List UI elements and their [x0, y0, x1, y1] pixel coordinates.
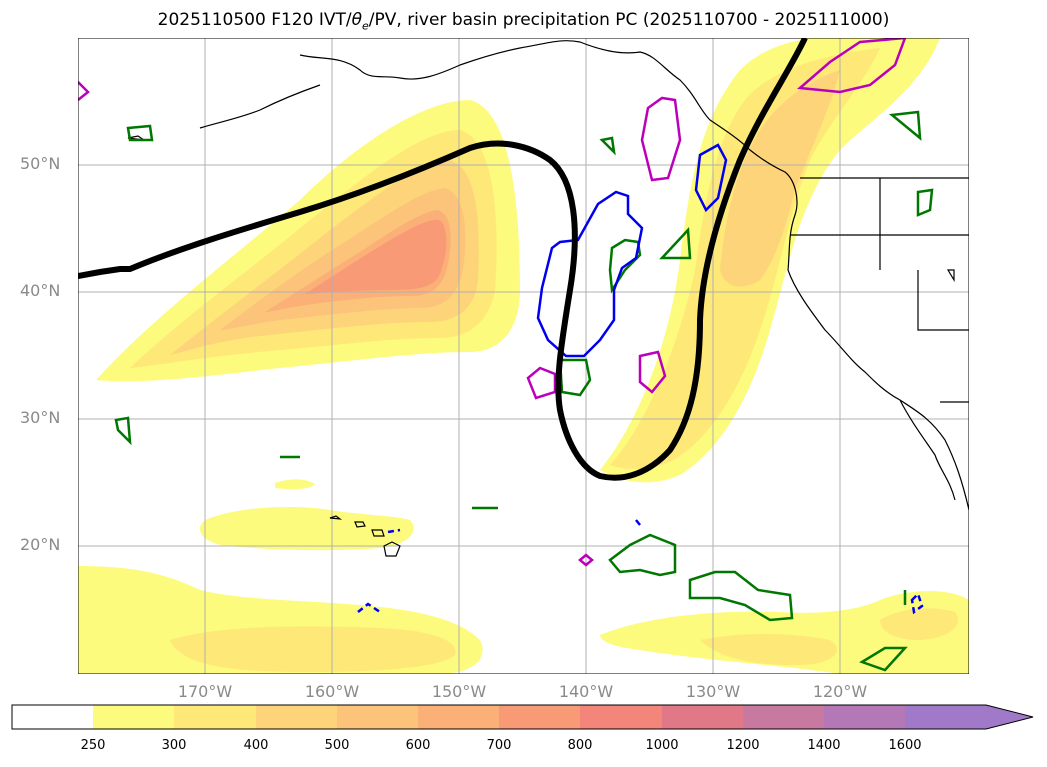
colorbar-tick-label: 600: [405, 738, 431, 753]
colorbar-segment: [662, 705, 743, 729]
lat-label-20n: 20°N: [20, 535, 61, 554]
theta-e-contour: [910, 591, 924, 615]
green-contour: [558, 358, 592, 397]
colorbar: [11, 704, 1034, 730]
map-area: [78, 38, 969, 674]
colorbar-tick-label: 1400: [807, 738, 841, 753]
colorbar-segment: [418, 705, 499, 729]
theta-e-contour: [536, 190, 644, 358]
colorbar-segment: [824, 705, 905, 729]
ivt-east-300b: [880, 608, 959, 640]
lon-label-160w: 160°W: [304, 682, 360, 701]
magenta-contour: [640, 96, 682, 182]
theta-e-contour: [635, 519, 641, 526]
ivt-coastal-400: [720, 70, 840, 287]
green-contour: [599, 136, 616, 156]
green-contour: [916, 188, 934, 217]
green-contour: [608, 533, 677, 577]
pv-contour: [78, 38, 808, 481]
us-state-3: [917, 270, 969, 331]
blue-contours: [357, 143, 924, 615]
green-contour: [126, 124, 154, 142]
magenta-contour: [578, 553, 594, 567]
theta-e-contour: [357, 602, 381, 614]
colorbar-tick-label: 800: [567, 738, 593, 753]
alaska-coast: [299, 40, 969, 511]
colorbar-segment: [256, 705, 337, 729]
colorbar-segment: [499, 705, 580, 729]
map-title: 2025110500 F120 IVT/θe/PV, river basin p…: [157, 10, 890, 33]
lon-label-150w: 150°W: [431, 682, 487, 701]
colorbar-segment: [174, 705, 256, 729]
ivt-band-b: [275, 479, 315, 490]
baja: [899, 399, 956, 501]
theta-e-contour: [694, 143, 728, 213]
colorbar-tick-label: 400: [243, 738, 269, 753]
ivt-shade-700: [305, 219, 447, 294]
colorbar-segment: [337, 705, 418, 729]
green-contour: [608, 238, 642, 294]
colorbar-tick-label: 300: [161, 738, 187, 753]
magenta-contour: [796, 38, 907, 94]
lat-label-50n: 50°N: [20, 154, 61, 173]
lat-label-30n: 30°N: [20, 408, 61, 427]
colorbar-tick-label: 700: [486, 738, 512, 753]
lon-label-120w: 120°W: [812, 682, 868, 701]
colorbar-tick-label: 1000: [645, 738, 679, 753]
lon-label-140w: 140°W: [558, 682, 614, 701]
ivt-band-a: [200, 507, 414, 551]
lon-label-130w: 130°W: [685, 682, 741, 701]
colorbar-segment: [93, 705, 174, 729]
green-contour: [114, 416, 132, 446]
lat-label-40n: 40°N: [20, 281, 61, 300]
green-contour: [888, 110, 922, 141]
gridlines: [78, 38, 969, 674]
magenta-contour: [638, 350, 667, 394]
green-contour: [859, 646, 908, 672]
magenta-contour: [78, 81, 90, 101]
green-contour: [688, 570, 794, 622]
colorbar-segment: [580, 705, 662, 729]
green-contour: [659, 227, 692, 260]
colorbar-tick-label: 250: [80, 738, 106, 753]
hawaii-islands: [127, 135, 955, 557]
colorbar-segment: [743, 705, 824, 729]
colorbar-extend-arrow: [905, 705, 1033, 729]
ivt-east-300: [700, 634, 837, 666]
magenta-contours: [78, 38, 907, 567]
colorbar-tick-label: 1200: [726, 738, 760, 753]
colorbar-segment: [12, 705, 93, 729]
alaska-coast-2: [199, 84, 321, 129]
green-contours: [114, 110, 934, 672]
coastlines: [199, 40, 969, 511]
ivt-shading: [78, 38, 969, 674]
lon-label-170w: 170°W: [177, 682, 233, 701]
magenta-contour: [526, 366, 557, 400]
ivt-south-300: [170, 626, 456, 672]
colorbar-tick-label: 1600: [888, 738, 922, 753]
theta-e-contour: [387, 528, 401, 534]
colorbar-tick-label: 500: [324, 738, 350, 753]
